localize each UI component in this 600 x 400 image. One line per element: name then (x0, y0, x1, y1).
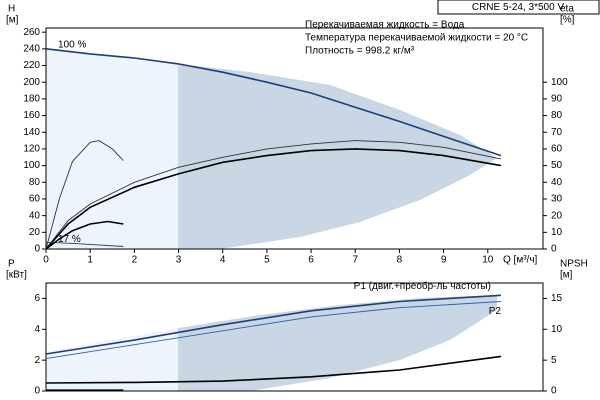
y2-tick-label: 90 (551, 94, 563, 105)
x-tick-label: 9 (441, 255, 447, 266)
y2-tick-label: 20 (551, 210, 563, 221)
curve (45, 220, 124, 250)
curve (45, 355, 502, 384)
y2-tick-label: 0 (551, 244, 557, 255)
range-area (46, 328, 178, 391)
curve-label: P1 (двиг.+преобр-ль частоты) (354, 280, 491, 292)
annotation: Температура перекачиваемой жидкости = 20… (305, 33, 528, 44)
y-axis-label: H (8, 4, 15, 15)
y2-tick-label: 10 (551, 227, 563, 238)
curve (45, 301, 502, 360)
y-tick-label: 200 (23, 77, 40, 88)
y-tick-label: 220 (23, 60, 40, 71)
range-area (178, 295, 497, 391)
x-tick-label: 2 (132, 255, 138, 266)
curve (45, 48, 502, 157)
y-tick-label: 60 (29, 194, 41, 205)
x-axis-label: Q [м³/ч] (503, 255, 538, 266)
curve (45, 294, 502, 355)
y-tick-label: 260 (23, 27, 40, 38)
y2-tick-label: 15 (551, 293, 563, 304)
y-tick-label: 2 (34, 355, 40, 366)
y2-tick-label: 100 (551, 77, 568, 88)
y2-tick-label: 70 (551, 127, 563, 138)
y2-axis-label: NPSH (560, 259, 588, 270)
curve-label: 17 % (58, 234, 81, 245)
y-tick-label: 4 (34, 324, 40, 335)
y-tick-label: 180 (23, 94, 40, 105)
y-tick-label: 0 (34, 244, 40, 255)
annotation: Плотность = 998.2 кг/м³ (305, 46, 415, 57)
y-tick-label: 0 (34, 386, 40, 397)
y2-tick-label: 10 (551, 324, 563, 335)
range-area (178, 64, 497, 249)
curve (45, 241, 124, 247)
y2-axis-unit: [м] (560, 270, 573, 281)
y-axis-unit: [м] (6, 15, 19, 26)
title-box (437, 0, 600, 15)
y2-tick-label: 0 (551, 386, 557, 397)
y2-tick-label: 30 (551, 194, 563, 205)
x-tick-label: 4 (220, 255, 226, 266)
plot-frame (45, 282, 544, 392)
y-axis-label: P (8, 259, 15, 270)
y-tick-label: 100 (23, 160, 40, 171)
curve-label: P2 (489, 306, 502, 317)
chart-title: CRNE 5-24, 3*500 V (472, 2, 565, 13)
y2-axis-label: eta (560, 4, 574, 15)
y-tick-label: 160 (23, 110, 40, 121)
x-tick-label: 5 (264, 255, 270, 266)
y2-tick-label: 60 (551, 144, 563, 155)
x-tick-label: 10 (482, 255, 494, 266)
x-tick-label: 0 (43, 255, 49, 266)
y-axis-unit: [кВт] (6, 270, 27, 281)
x-tick-label: 8 (397, 255, 403, 266)
x-tick-label: 7 (352, 255, 358, 266)
y2-tick-label: 40 (551, 177, 563, 188)
plot-frame (45, 27, 544, 250)
y2-tick-label: 50 (551, 160, 563, 171)
y2-tick-label: 80 (551, 110, 563, 121)
y-tick-label: 120 (23, 144, 40, 155)
curve-label: 100 % (58, 39, 86, 50)
curve (45, 140, 502, 250)
y-tick-label: 80 (29, 177, 41, 188)
curve (45, 148, 502, 250)
y-tick-label: 40 (29, 210, 41, 221)
y2-axis-unit: [%] (560, 15, 575, 26)
y-tick-label: 6 (34, 293, 40, 304)
x-tick-label: 1 (87, 255, 93, 266)
curve (45, 140, 124, 250)
y-tick-label: 240 (23, 43, 40, 54)
x-tick-label: 3 (176, 255, 182, 266)
y-tick-label: 20 (29, 227, 41, 238)
annotation: Перекачиваемая жидкость = Вода (305, 20, 465, 31)
y2-tick-label: 5 (551, 355, 557, 366)
y-tick-label: 140 (23, 127, 40, 138)
x-tick-label: 6 (308, 255, 314, 266)
